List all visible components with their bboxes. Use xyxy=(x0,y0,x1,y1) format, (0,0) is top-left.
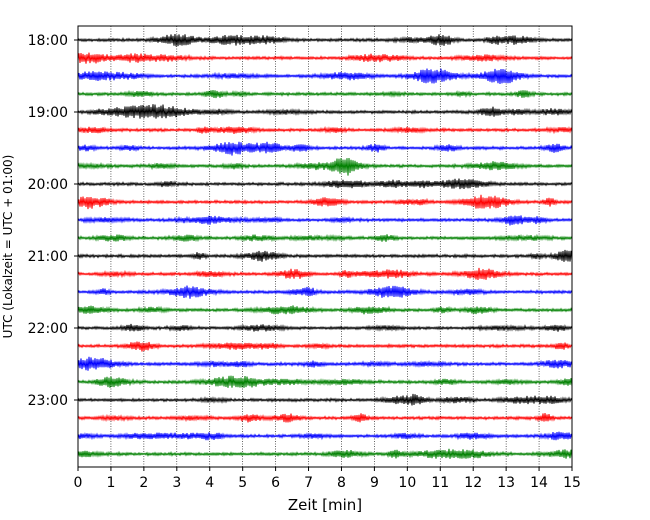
trace-line xyxy=(77,305,573,315)
trace-line xyxy=(77,356,573,371)
trace-line xyxy=(77,341,573,352)
x-tick-label: 7 xyxy=(304,475,313,491)
trace-line xyxy=(77,431,573,441)
trace-line xyxy=(77,194,573,210)
trace-line xyxy=(77,89,573,99)
trace-line xyxy=(77,33,573,47)
x-tick-label: 6 xyxy=(271,475,280,491)
trace-line xyxy=(77,104,573,119)
x-tick-label: 4 xyxy=(205,475,214,491)
trace-line xyxy=(77,141,573,156)
trace-line xyxy=(77,68,573,85)
x-tick-label: 8 xyxy=(337,475,346,491)
trace-line xyxy=(77,267,573,280)
x-tick-label: 9 xyxy=(370,475,379,491)
trace-line xyxy=(77,125,573,135)
y-tick-label: 19:00 xyxy=(28,105,68,121)
y-axis: 18:00 19:00 20:00 21:00 22:00 23:00 xyxy=(28,33,78,409)
trace-line xyxy=(77,393,573,406)
x-tick-label: 1 xyxy=(106,475,115,491)
x-tick-label: 5 xyxy=(238,475,247,491)
x-tick-label: 13 xyxy=(497,475,515,491)
x-tick-label: 3 xyxy=(172,475,181,491)
x-tick-label: 15 xyxy=(563,475,581,491)
x-tick-label: 2 xyxy=(139,475,148,491)
trace-line xyxy=(77,412,573,423)
y-tick-label: 22:00 xyxy=(28,321,68,337)
x-tick-label: 12 xyxy=(464,475,482,491)
trace-line xyxy=(77,448,573,459)
x-axis-label: Zeit [min] xyxy=(288,496,362,514)
trace-line xyxy=(77,178,573,190)
trace-line xyxy=(77,233,573,243)
trace-line xyxy=(77,157,573,176)
trace-group xyxy=(77,33,573,459)
x-tick-label: 0 xyxy=(74,475,83,491)
trace-line xyxy=(77,249,573,262)
y-tick-label: 23:00 xyxy=(28,393,68,409)
trace-line xyxy=(77,375,573,388)
y-tick-label: 18:00 xyxy=(28,33,68,49)
x-grid xyxy=(110,26,540,467)
trace-line xyxy=(77,215,573,226)
trace-line xyxy=(77,323,573,332)
y-tick-label: 20:00 xyxy=(28,177,68,193)
plot-frame xyxy=(77,25,573,468)
x-tick-label: 14 xyxy=(530,475,548,491)
trace-line xyxy=(77,52,573,64)
y-axis-label: UTC (Lokalzeit = UTC + 01:00) xyxy=(1,155,15,339)
x-axis: 0 1 2 3 4 5 6 7 8 9 10 11 12 13 14 15 xyxy=(74,467,581,491)
y-tick-label: 21:00 xyxy=(28,249,68,265)
x-tick-label: 10 xyxy=(398,475,416,491)
x-tick-label: 11 xyxy=(431,475,449,491)
trace-line xyxy=(77,285,573,299)
